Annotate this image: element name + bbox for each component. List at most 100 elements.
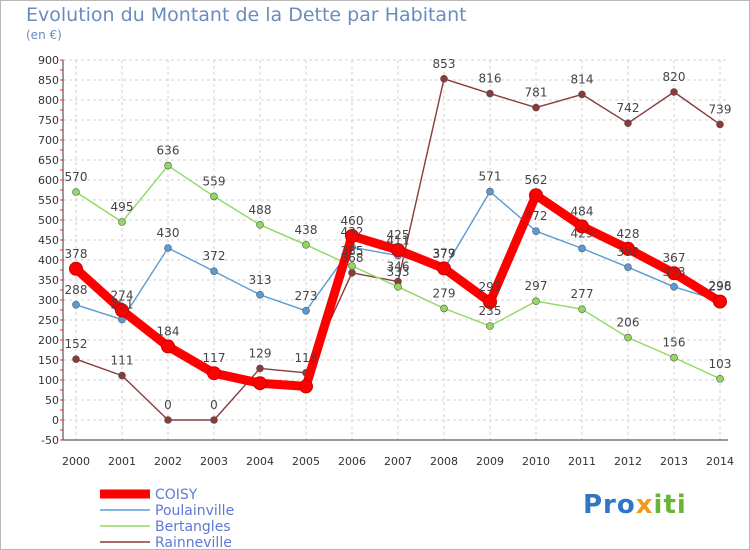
x-tick-label: 2011 bbox=[568, 455, 596, 468]
data-label-poulainville: 251 bbox=[111, 298, 134, 312]
x-tick-label: 2014 bbox=[706, 455, 734, 468]
data-point-coisy bbox=[483, 295, 497, 309]
data-label-bertangles: 559 bbox=[203, 174, 226, 188]
data-point-rainneville bbox=[118, 371, 126, 380]
logo-part-1: Pro bbox=[583, 490, 636, 520]
x-tick-label: 2003 bbox=[200, 455, 228, 468]
data-label-rainneville: 742 bbox=[617, 101, 640, 115]
y-tick-label: 250 bbox=[38, 314, 59, 327]
data-label-rainneville: 0 bbox=[210, 398, 218, 412]
logo-part-2: x bbox=[635, 490, 654, 520]
data-label-coisy: 379 bbox=[433, 246, 456, 260]
x-tick-label: 2012 bbox=[614, 455, 642, 468]
data-point-bertangles bbox=[72, 188, 80, 196]
data-point-bertangles bbox=[210, 192, 218, 201]
data-label-poulainville: 429 bbox=[571, 226, 594, 240]
data-point-poulainville bbox=[670, 282, 678, 291]
x-tick-label: 2000 bbox=[62, 455, 90, 468]
logo-part-3: iti bbox=[653, 490, 687, 520]
x-tick-label: 2006 bbox=[338, 455, 366, 468]
chart-subtitle: (en €) bbox=[26, 28, 62, 42]
data-label-bertangles: 297 bbox=[525, 279, 548, 293]
data-point-bertangles bbox=[716, 374, 724, 383]
y-tick-label: 450 bbox=[38, 234, 59, 247]
chart-title: Evolution du Montant de la Dette par Hab… bbox=[26, 4, 467, 26]
data-label-coisy: 117 bbox=[203, 351, 226, 365]
x-tick-label: 2005 bbox=[292, 455, 320, 468]
data-point-rainneville bbox=[670, 88, 678, 96]
data-label-poulainville: 571 bbox=[479, 170, 502, 184]
data-point-rainneville bbox=[440, 75, 448, 83]
data-label-coisy: 184 bbox=[157, 324, 180, 338]
data-label-bertangles: 488 bbox=[249, 203, 272, 217]
data-label-poulainville: 472 bbox=[525, 209, 548, 223]
data-label-coisy: 296 bbox=[709, 280, 732, 294]
data-label-coisy: 367 bbox=[663, 251, 686, 265]
data-label-poulainville: 377 bbox=[433, 247, 456, 261]
data-point-bertangles bbox=[164, 161, 172, 170]
y-tick-label: 350 bbox=[38, 274, 59, 287]
data-point-bertangles bbox=[578, 305, 586, 314]
legend-label-coisy: COISY bbox=[155, 487, 198, 503]
data-label-bertangles: 103 bbox=[709, 357, 732, 371]
data-label-bertangles: 636 bbox=[157, 144, 180, 158]
data-label-poulainville: 382 bbox=[617, 245, 640, 259]
data-label-poulainville: 288 bbox=[65, 283, 88, 297]
data-point-rainneville bbox=[164, 416, 172, 424]
data-point-rainneville bbox=[486, 89, 494, 98]
data-point-rainneville bbox=[624, 119, 632, 127]
data-point-coisy bbox=[667, 266, 681, 281]
data-point-rainneville bbox=[256, 364, 264, 373]
data-label-rainneville: 816 bbox=[479, 72, 502, 86]
data-label-bertangles: 495 bbox=[111, 200, 134, 214]
data-label-bertangles: 438 bbox=[295, 223, 318, 237]
data-label-rainneville: 853 bbox=[433, 57, 456, 71]
data-point-coisy bbox=[437, 261, 451, 276]
x-tick-label: 2013 bbox=[660, 455, 688, 468]
y-tick-label: 850 bbox=[38, 74, 59, 87]
data-point-poulainville bbox=[486, 187, 494, 196]
data-point-rainneville bbox=[348, 268, 356, 277]
data-point-coisy bbox=[253, 376, 267, 391]
data-point-rainneville bbox=[210, 416, 218, 424]
x-tick-label: 2008 bbox=[430, 455, 458, 468]
data-point-bertangles bbox=[670, 353, 678, 362]
data-point-coisy bbox=[345, 229, 359, 243]
data-point-rainneville bbox=[532, 103, 540, 112]
data-point-bertangles bbox=[394, 282, 402, 291]
data-point-poulainville bbox=[624, 263, 632, 272]
data-label-rainneville: 0 bbox=[164, 398, 172, 412]
y-tick-label: -50 bbox=[41, 434, 59, 447]
y-tick-label: 100 bbox=[38, 374, 59, 387]
y-tick-label: 150 bbox=[38, 354, 59, 367]
y-tick-label: 800 bbox=[38, 94, 59, 107]
data-point-bertangles bbox=[348, 262, 356, 270]
y-tick-label: 200 bbox=[38, 334, 59, 347]
data-label-coisy: 425 bbox=[387, 228, 410, 242]
data-point-coisy bbox=[207, 366, 221, 381]
data-label-bertangles: 235 bbox=[479, 304, 502, 318]
data-point-poulainville bbox=[210, 267, 218, 276]
data-point-bertangles bbox=[532, 297, 540, 306]
y-tick-label: 50 bbox=[45, 394, 59, 407]
data-label-bertangles: 385 bbox=[341, 244, 364, 258]
data-point-coisy bbox=[161, 339, 175, 354]
x-tick-label: 2004 bbox=[246, 455, 274, 468]
data-label-rainneville: 368 bbox=[341, 251, 364, 265]
data-point-poulainville bbox=[256, 290, 264, 299]
data-point-bertangles bbox=[256, 221, 264, 229]
proxiti-logo: Proxiti bbox=[583, 490, 687, 520]
data-point-coisy bbox=[713, 294, 727, 309]
legend-label-bertangles: Bertangles bbox=[155, 519, 231, 535]
data-point-coisy bbox=[529, 188, 543, 203]
data-point-rainneville bbox=[578, 90, 586, 99]
data-label-bertangles: 570 bbox=[65, 170, 88, 184]
data-point-poulainville bbox=[578, 244, 586, 253]
data-label-coisy: 484 bbox=[571, 204, 594, 218]
y-tick-label: 600 bbox=[38, 174, 59, 187]
data-point-poulainville bbox=[72, 300, 80, 309]
y-tick-label: 550 bbox=[38, 194, 59, 207]
data-label-rainneville: 820 bbox=[663, 70, 686, 84]
